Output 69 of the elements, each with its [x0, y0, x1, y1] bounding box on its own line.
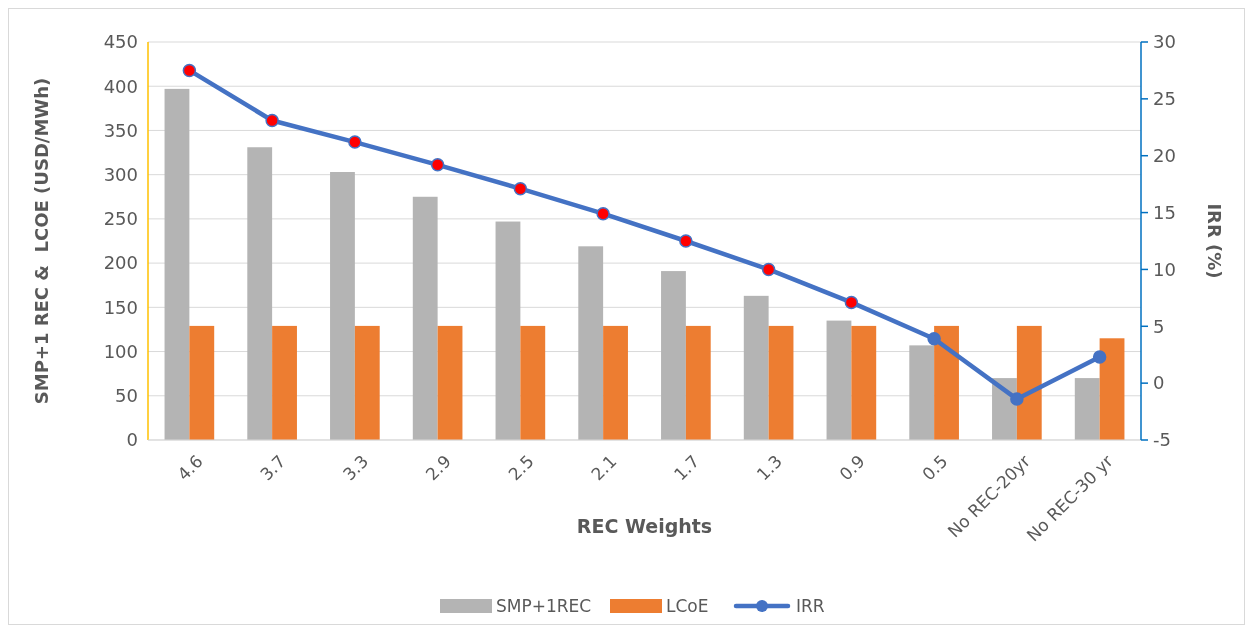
x-tick-label: 3.7: [256, 451, 290, 485]
bar: [247, 147, 273, 440]
y2-axis-title: IRR (%): [1204, 203, 1225, 279]
point: [927, 332, 941, 346]
bar: [909, 345, 935, 440]
y2-tick-label: -5: [1153, 429, 1171, 451]
bar: [1074, 378, 1100, 440]
bar: [164, 88, 190, 440]
bar: [578, 246, 604, 440]
bar: [354, 325, 380, 440]
legend-label: LCoE: [666, 596, 709, 616]
point: [1092, 350, 1107, 364]
point: [1010, 392, 1024, 406]
point: [348, 135, 362, 149]
x-tick-label: 1.3: [752, 451, 786, 485]
bar: [1016, 325, 1042, 440]
x-tick-label: 3.3: [338, 451, 373, 485]
y2-tick-label: 0: [1153, 372, 1165, 394]
x-tick-label: 2.1: [587, 451, 621, 485]
y-tick-label: 0: [126, 429, 138, 451]
bar: [851, 325, 877, 440]
bar: [189, 325, 215, 440]
bar: [1099, 338, 1125, 440]
bar: [934, 325, 959, 440]
point: [596, 206, 610, 221]
x-tick-label: 2.9: [421, 451, 455, 485]
x-tick-label: 1.7: [669, 451, 704, 485]
y-tick-label: 100: [103, 340, 138, 362]
point: [844, 295, 859, 310]
y2-tick-label: 20: [1153, 145, 1176, 167]
x-tick-label: 0.5: [918, 451, 952, 485]
y-tick-label: 450: [103, 31, 138, 53]
bar: [495, 221, 521, 440]
bar: [272, 325, 297, 440]
bar: [768, 325, 794, 440]
x-tick-label: 4.6: [173, 451, 207, 485]
bar: [826, 320, 852, 440]
y-axis-title: SMP+1 REC & LCOE (USD/MWh): [31, 77, 52, 405]
x-tick-label: 0.9: [835, 451, 869, 485]
point: [513, 181, 528, 196]
legend-label: IRR: [796, 596, 825, 616]
bar: [685, 325, 711, 440]
point: [679, 234, 693, 248]
y-tick-label: 300: [103, 163, 138, 185]
y2-tick-label: 15: [1153, 201, 1176, 223]
y2-tick-label: 5: [1153, 315, 1165, 337]
bar: [520, 325, 546, 440]
y-tick-label: 200: [103, 252, 138, 274]
bar: [603, 325, 628, 440]
point: [182, 63, 197, 78]
y2-tick-label: 25: [1153, 88, 1176, 110]
legend-label: SMP+1REC: [496, 596, 592, 616]
y-tick-label: 400: [103, 75, 138, 97]
bar: [661, 271, 686, 440]
y-tick-label: 350: [103, 119, 138, 141]
y-tick-label: 150: [103, 296, 138, 318]
point: [265, 113, 279, 128]
y-tick-label: 50: [115, 385, 138, 407]
bar: [743, 295, 769, 440]
x-tick-label: 2.5: [504, 451, 538, 485]
point: [761, 262, 776, 277]
y-tick-label: 250: [103, 208, 138, 230]
x-axis-title: REC Weights: [576, 515, 713, 537]
bar: [330, 172, 355, 440]
y2-tick-label: 30: [1153, 31, 1176, 53]
bar: [412, 196, 438, 440]
bar: [437, 325, 463, 440]
point: [430, 158, 445, 172]
y2-tick-label: 10: [1153, 258, 1176, 280]
